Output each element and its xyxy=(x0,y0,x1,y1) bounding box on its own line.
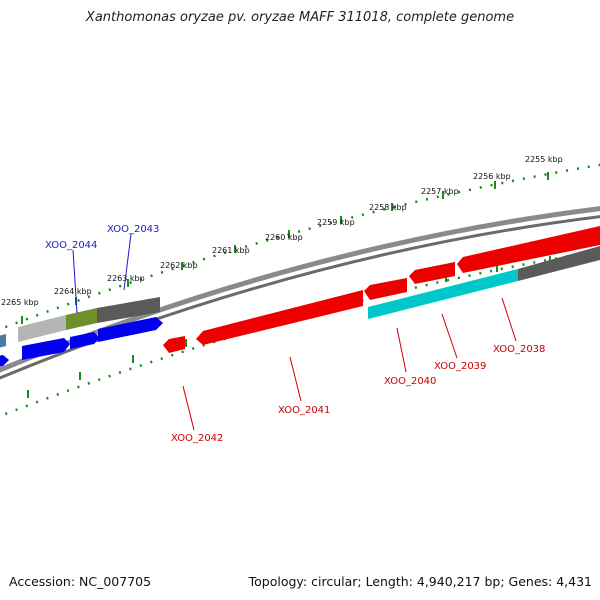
gene-arrow-red[interactable] xyxy=(409,262,455,284)
tick-label: 2256 kbp xyxy=(473,172,511,181)
gene-label-xoo-2042[interactable]: XOO_2042 xyxy=(171,433,223,444)
tick-label: 2255 kbp xyxy=(525,155,563,164)
gene-arrow-red[interactable] xyxy=(163,336,185,353)
tick-label: 2257 kbp xyxy=(421,187,459,196)
gene-label-xoo-2040[interactable]: XOO_2040 xyxy=(384,376,436,387)
gene-arrow-blue[interactable] xyxy=(22,338,70,360)
tick-label: 2258 kbp xyxy=(369,203,407,212)
forward-gene-labels xyxy=(72,233,132,314)
gene-block-steelblue[interactable] xyxy=(0,334,6,348)
gene-label-xoo-2038[interactable]: XOO_2038 xyxy=(493,344,545,355)
gene-block-grey-dark[interactable] xyxy=(97,297,160,323)
topology-text: Topology: circular; Length: 4,940,217 bp… xyxy=(248,574,592,589)
gene-block-grey-light[interactable] xyxy=(18,315,66,342)
feature-track xyxy=(368,246,600,319)
outer-major-ticks xyxy=(21,172,549,324)
gene-arrow-blue[interactable] xyxy=(0,355,9,367)
gene-arrow-red[interactable] xyxy=(457,226,600,273)
accession-text: Accession: NC_007705 xyxy=(9,574,152,589)
tick-label: 2264 kbp xyxy=(54,287,92,296)
tick-label: 2261 kbp xyxy=(212,246,250,255)
tick-label: 2260 kbp xyxy=(265,233,303,242)
gene-label-xoo-2041[interactable]: XOO_2041 xyxy=(278,405,330,416)
reverse-track xyxy=(163,226,600,353)
gene-arrow-red[interactable] xyxy=(196,290,363,345)
forward-track xyxy=(0,297,163,367)
feature-block-cyan[interactable] xyxy=(368,269,518,319)
tick-label: 2262 kbp xyxy=(160,261,198,270)
gene-label-xoo-2039[interactable]: XOO_2039 xyxy=(434,361,486,372)
gene-block-green[interactable] xyxy=(66,308,97,330)
tick-label: 2265 kbp xyxy=(1,298,39,307)
gene-label-xoo-2043[interactable]: XOO_2043 xyxy=(107,224,159,235)
gene-arrow-blue[interactable] xyxy=(98,317,163,342)
gene-arrow-red[interactable] xyxy=(364,278,407,300)
gene-arrow-blue[interactable] xyxy=(70,332,100,349)
gene-label-xoo-2044[interactable]: XOO_2044 xyxy=(45,240,97,251)
reverse-gene-labels xyxy=(182,297,517,431)
genome-title: Xanthomonas oryzae pv. oryzae MAFF 31101… xyxy=(85,10,515,25)
tick-label: 2259 kbp xyxy=(317,218,355,227)
feature-block-grey[interactable] xyxy=(518,246,600,281)
